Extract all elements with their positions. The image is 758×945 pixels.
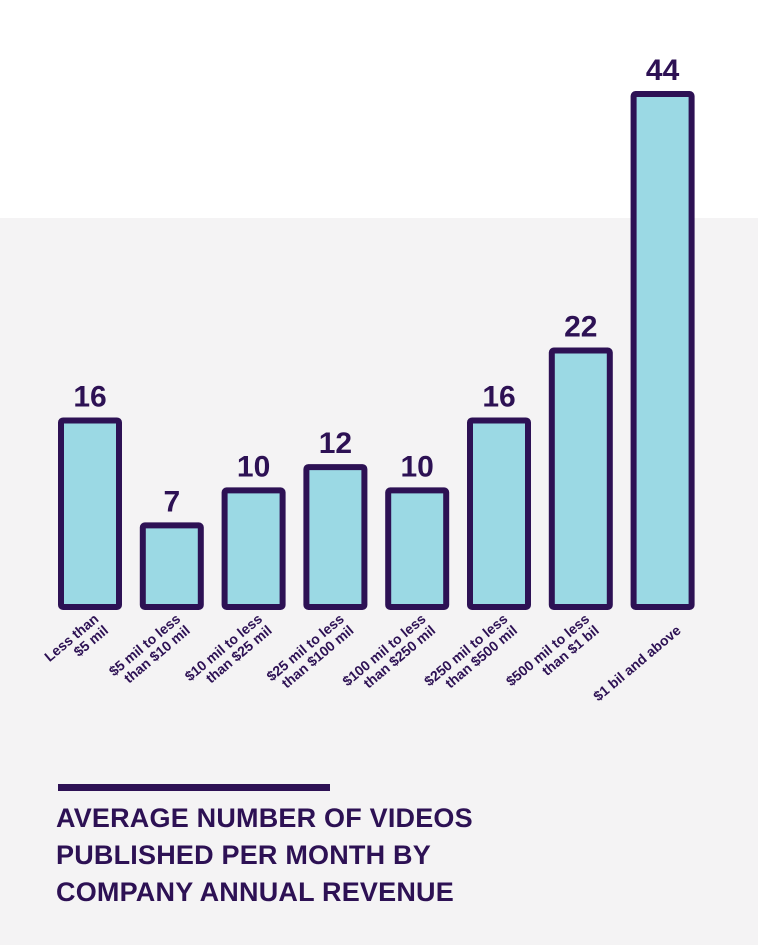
- data-label: 10: [237, 450, 270, 483]
- category-label-line: $1 bil and above: [590, 622, 684, 704]
- data-label: 7: [163, 485, 180, 518]
- category-label: $1 bil and above: [590, 622, 684, 704]
- bars: [58, 91, 695, 611]
- bar: [139, 522, 204, 610]
- category-label: Less than$5 mil: [41, 610, 111, 664]
- data-label: 44: [646, 54, 680, 87]
- bar: [385, 487, 450, 610]
- data-label: 22: [564, 311, 597, 344]
- title-rule: [58, 784, 330, 791]
- chart-title: AVERAGE NUMBER OF VIDEOS PUBLISHED PER M…: [56, 800, 656, 911]
- bar: [467, 417, 531, 611]
- bar: [58, 417, 122, 611]
- chart-title-line: PUBLISHED PER MONTH BY: [56, 840, 431, 870]
- chart-title-line: AVERAGE NUMBER OF VIDEOS: [56, 803, 473, 833]
- data-label: 12: [319, 427, 352, 460]
- data-label: 10: [401, 450, 434, 483]
- data-label: 16: [482, 380, 515, 413]
- bar: [630, 91, 695, 610]
- bar: [548, 347, 613, 610]
- data-label: 16: [73, 380, 106, 413]
- chart-title-line: COMPANY ANNUAL REVENUE: [56, 877, 454, 907]
- bar: [303, 464, 368, 610]
- bar: [221, 487, 286, 610]
